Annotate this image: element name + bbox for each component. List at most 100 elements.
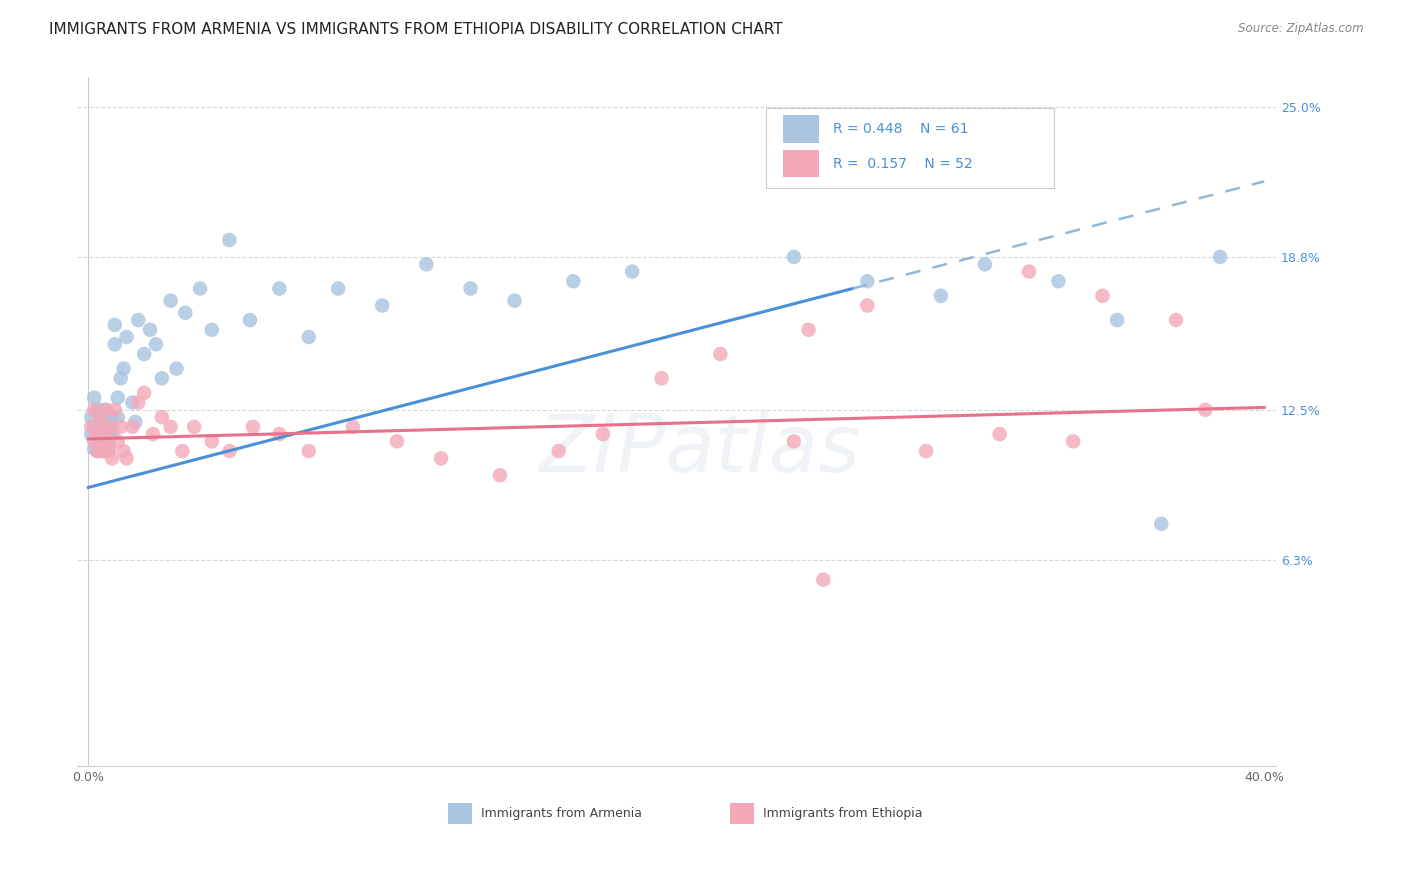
Point: [159, 293, 181, 308]
Point: [1047, 274, 1070, 288]
Point: [97, 419, 120, 434]
Point: [80, 419, 103, 434]
Point: [298, 444, 321, 458]
Point: [107, 391, 129, 405]
Point: [134, 385, 156, 400]
Point: [371, 298, 394, 312]
Point: [94, 427, 117, 442]
Point: [83, 419, 105, 434]
Point: [91, 427, 114, 442]
Point: [218, 233, 240, 247]
Point: [415, 257, 437, 271]
Point: [174, 306, 197, 320]
Point: [813, 573, 835, 587]
Bar: [783, 115, 818, 143]
Point: [89, 410, 111, 425]
Point: [915, 444, 938, 458]
Point: [127, 395, 149, 409]
Point: [651, 371, 673, 385]
Point: [709, 347, 731, 361]
Point: [91, 419, 114, 434]
Point: [101, 419, 124, 434]
Point: [121, 395, 143, 409]
Point: [1091, 289, 1114, 303]
Point: [242, 419, 264, 434]
Text: Immigrants from Armenia: Immigrants from Armenia: [481, 807, 641, 820]
Point: [112, 444, 135, 458]
Point: [101, 410, 124, 425]
Point: [112, 361, 135, 376]
Text: ZIPatlas: ZIPatlas: [538, 410, 862, 489]
Point: [856, 298, 879, 312]
Text: R =  0.157    N = 52: R = 0.157 N = 52: [834, 157, 973, 170]
Point: [269, 427, 291, 442]
Point: [104, 318, 127, 332]
Point: [621, 264, 644, 278]
FancyBboxPatch shape: [766, 109, 1054, 187]
Point: [547, 444, 569, 458]
Point: [91, 410, 114, 425]
Point: [1107, 313, 1129, 327]
Point: [201, 434, 224, 449]
Point: [121, 419, 143, 434]
Point: [83, 391, 105, 405]
Point: [97, 427, 120, 442]
Text: Immigrants from Ethiopia: Immigrants from Ethiopia: [762, 807, 922, 820]
Bar: [730, 803, 754, 823]
Point: [127, 313, 149, 327]
Point: [218, 444, 240, 458]
Point: [94, 402, 117, 417]
Point: [97, 442, 120, 456]
Point: [115, 451, 138, 466]
Point: [115, 330, 138, 344]
Point: [145, 337, 167, 351]
Point: [83, 434, 105, 449]
Point: [104, 402, 127, 417]
Point: [385, 434, 408, 449]
Point: [342, 419, 364, 434]
Point: [298, 330, 321, 344]
Point: [86, 427, 108, 442]
Point: [783, 434, 806, 449]
Point: [89, 442, 111, 456]
Point: [239, 313, 262, 327]
Point: [856, 274, 879, 288]
Point: [503, 293, 526, 308]
Point: [201, 323, 224, 337]
Point: [150, 371, 173, 385]
Point: [89, 419, 111, 434]
Point: [86, 402, 108, 417]
Point: [1164, 313, 1187, 327]
Point: [489, 468, 512, 483]
Point: [929, 289, 952, 303]
Point: [328, 281, 350, 295]
Point: [107, 434, 129, 449]
Point: [150, 410, 173, 425]
Point: [94, 434, 117, 449]
Point: [110, 419, 132, 434]
Point: [91, 444, 114, 458]
Point: [110, 371, 132, 385]
Point: [269, 281, 291, 295]
Point: [80, 427, 103, 442]
Point: [86, 444, 108, 458]
Point: [107, 410, 129, 425]
Point: [1018, 264, 1040, 278]
Point: [695, 0, 717, 4]
Point: [172, 444, 194, 458]
Point: [94, 402, 117, 417]
Point: [104, 337, 127, 351]
Point: [159, 419, 181, 434]
Point: [1150, 516, 1173, 531]
Text: Source: ZipAtlas.com: Source: ZipAtlas.com: [1239, 22, 1364, 36]
Point: [124, 415, 146, 429]
Point: [86, 444, 108, 458]
Point: [562, 274, 585, 288]
Point: [188, 281, 211, 295]
Text: IMMIGRANTS FROM ARMENIA VS IMMIGRANTS FROM ETHIOPIA DISABILITY CORRELATION CHART: IMMIGRANTS FROM ARMENIA VS IMMIGRANTS FR…: [49, 22, 783, 37]
Point: [101, 451, 124, 466]
Text: R = 0.448    N = 61: R = 0.448 N = 61: [834, 122, 969, 136]
Point: [988, 427, 1011, 442]
Point: [430, 451, 453, 466]
Bar: [449, 803, 472, 823]
